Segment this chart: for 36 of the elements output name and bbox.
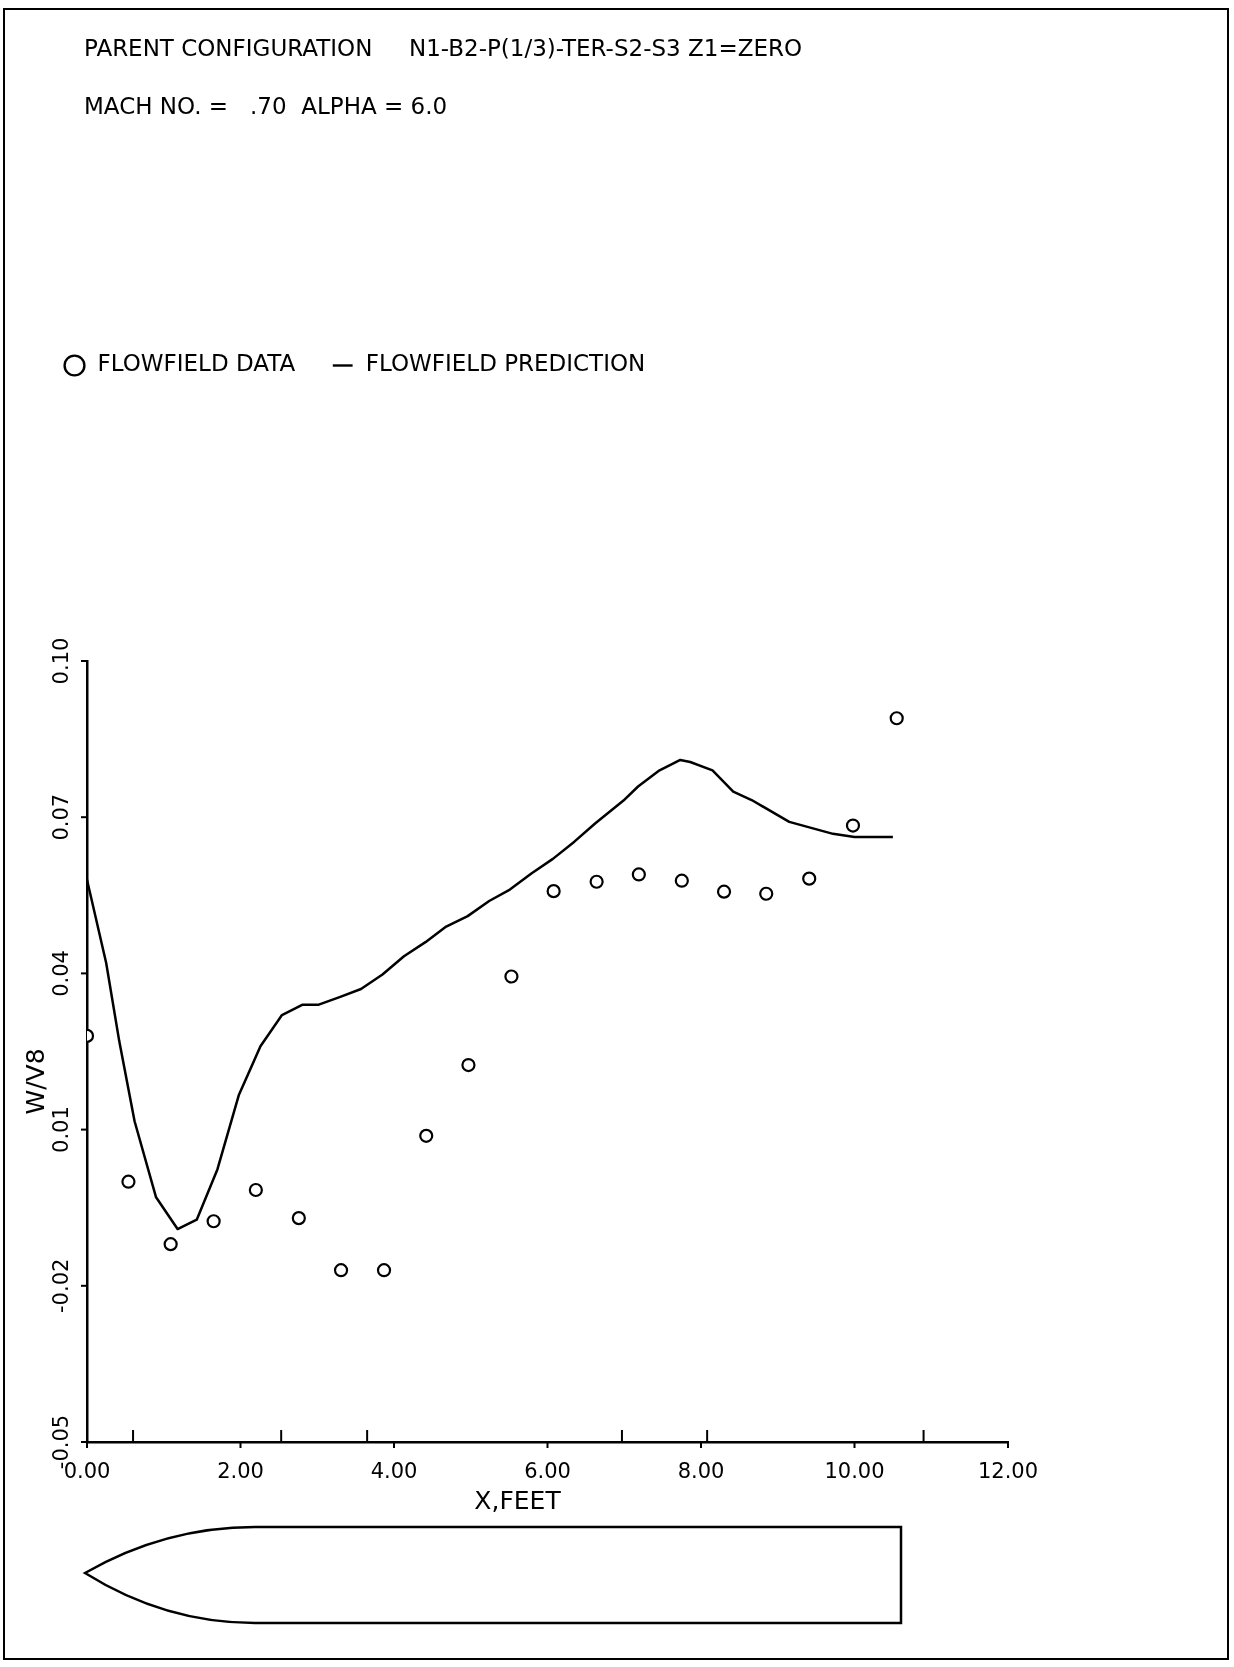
point <box>759 886 774 901</box>
x-tick-label: 4.00 <box>370 1459 418 1484</box>
point <box>889 711 904 726</box>
legend-label: FLOWFIELD DATA <box>97 350 296 377</box>
chart-title: PARENT CONFIGURATION N1-B2-P(1/3)-TER-S2-S3 Z1=ZERO <box>84 34 803 61</box>
point <box>121 1174 136 1189</box>
x-axis-title: X,FEET <box>474 1485 562 1515</box>
x-tick-label: 2.00 <box>217 1459 264 1484</box>
y-tick-label: -0.02 <box>49 1258 74 1313</box>
point <box>291 1211 306 1226</box>
point <box>845 818 861 833</box>
x-tick-label: 10.00 <box>824 1459 885 1484</box>
y-tick-label: 0.01 <box>49 1106 74 1153</box>
point <box>333 1263 349 1278</box>
y-tick-label: 0.04 <box>49 950 74 997</box>
y-axis-title: W/V8 <box>20 1048 50 1115</box>
point <box>163 1237 178 1252</box>
y-tick-label: 0.10 <box>49 637 74 685</box>
y-tick-label: 0.07 <box>49 793 74 841</box>
point <box>716 884 732 899</box>
point <box>589 874 604 889</box>
chart-subtitle: MACH NO. = .70 ALPHA = 6.0 <box>84 92 448 119</box>
point <box>504 969 519 984</box>
point <box>248 1182 263 1198</box>
x-tick-label: 12.00 <box>977 1459 1039 1484</box>
point <box>546 884 561 899</box>
point <box>802 871 817 886</box>
point <box>461 1057 476 1073</box>
x-tick-label: 8.00 <box>677 1459 725 1484</box>
point <box>206 1214 221 1229</box>
point <box>674 873 689 888</box>
point <box>419 1128 434 1143</box>
x-tick-label: 6.00 <box>524 1459 571 1484</box>
point <box>631 867 646 882</box>
point <box>376 1263 392 1278</box>
legend-label: FLOWFIELD PREDICTION <box>365 350 646 377</box>
